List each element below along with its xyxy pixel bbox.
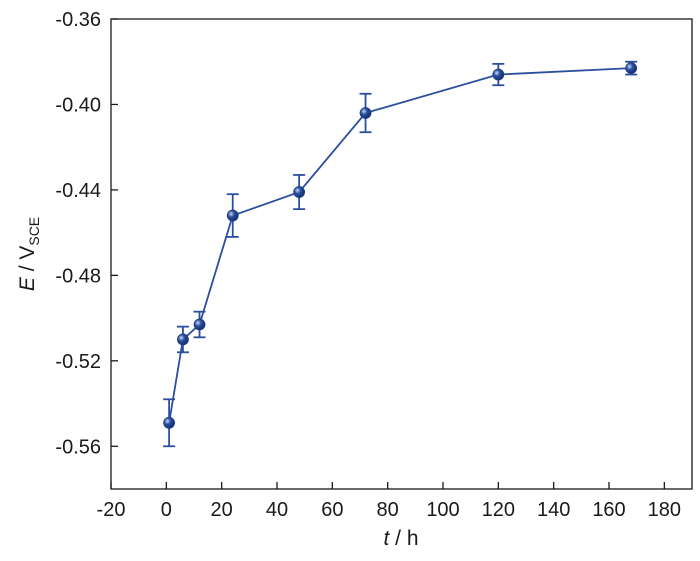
x-tick-label: 60 <box>321 499 343 521</box>
y-tick-label: -0.48 <box>55 265 101 287</box>
x-tick-label: 80 <box>377 499 399 521</box>
data-point <box>177 333 189 346</box>
x-tick-label: 160 <box>592 499 625 521</box>
y-axis-ticks: -0.56 -0.52 -0.48 -0.44 -0.40 -0.36 <box>55 9 118 458</box>
data-point <box>492 68 505 81</box>
x-tick-label: 0 <box>161 499 172 521</box>
data-point <box>193 318 206 331</box>
y-tick-label: -0.44 <box>55 180 101 202</box>
y-axis-unit: / V <box>16 246 39 278</box>
x-tick-label: 40 <box>266 499 288 521</box>
plot-frame <box>110 18 693 490</box>
data-point <box>625 62 638 75</box>
x-tick-label: 100 <box>426 499 459 521</box>
data-point <box>226 209 239 222</box>
x-tick-label: 20 <box>211 499 233 521</box>
data-point <box>163 416 176 429</box>
y-axis-subscript: SCE <box>26 217 42 246</box>
y-tick-label: -0.56 <box>55 436 101 458</box>
y-axis-symbol: E <box>16 276 39 291</box>
x-axis-label: t / h <box>383 527 418 550</box>
x-axis-symbol: t <box>383 527 390 550</box>
x-axis-ticks: -20 0 20 40 60 80 100 120 140 160 180 <box>97 482 681 521</box>
y-tick-label: -0.40 <box>55 94 101 116</box>
x-axis-unit: / h <box>389 527 418 550</box>
x-tick-label: 140 <box>537 499 570 521</box>
x-tick-label: 120 <box>482 499 515 521</box>
x-tick-label: 180 <box>648 499 681 521</box>
x-tick-label: -20 <box>97 499 126 521</box>
series-line <box>168 67 632 423</box>
y-tick-label: -0.52 <box>55 351 101 373</box>
data-point <box>293 186 306 198</box>
y-axis-label: E / VSCE <box>16 217 42 291</box>
series-layer <box>163 60 638 448</box>
data-point <box>359 107 372 119</box>
y-tick-label: -0.36 <box>55 9 101 31</box>
